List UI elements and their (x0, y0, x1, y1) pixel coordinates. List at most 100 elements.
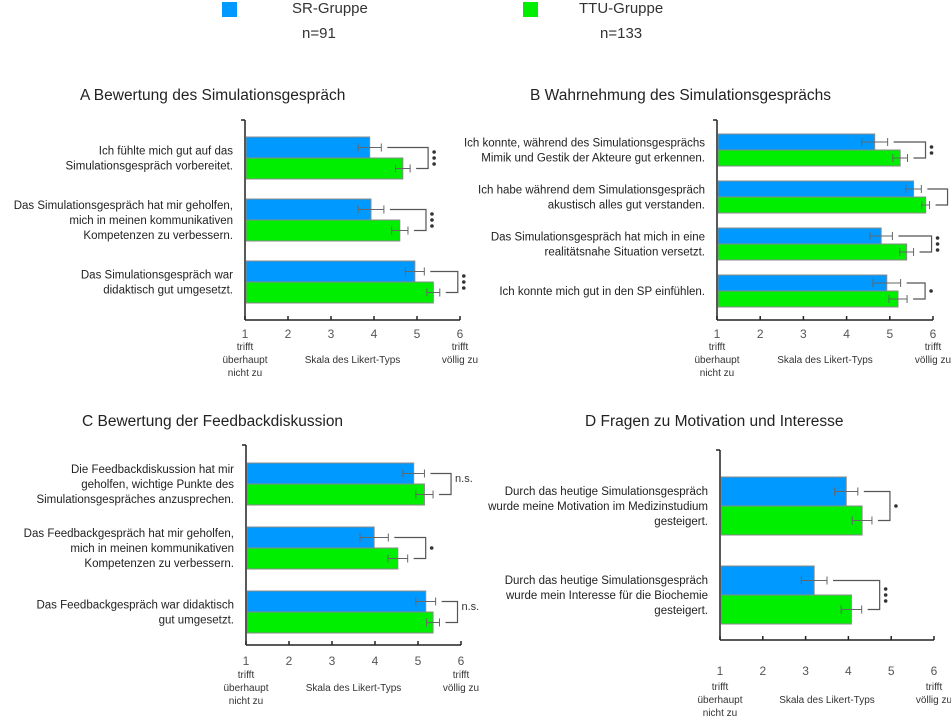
question-label: Das Simulationsgespräch hat mir geholfen… (14, 200, 233, 212)
bar-group (245, 198, 434, 242)
scale-anchor-low: überhaupt (222, 355, 267, 366)
question-label: Simulationsgespräches anzusprechen. (36, 494, 234, 506)
bar-group (246, 526, 434, 570)
panel-c: C Bewertung der Feedbackdiskussion 1 2 3 4 5 6… (24, 413, 480, 707)
question-label: Ich konnte mich gut in den SP einfühlen. (499, 286, 705, 298)
significance-star (432, 150, 436, 154)
significance-star (430, 224, 434, 228)
scale-anchor-low: überhaupt (697, 695, 742, 706)
bar-sr (720, 476, 847, 507)
x-tick-label: 4 (372, 654, 379, 668)
bar-ttu (720, 594, 852, 625)
x-axis-label: Skala des Likert-Typs (777, 355, 873, 366)
panel-title: C Bewertung der Feedbackdiskussion (82, 413, 343, 430)
significance-label (461, 274, 466, 290)
x-tick-label: 6 (457, 327, 464, 341)
bar-sr (245, 260, 416, 283)
significance-star (461, 286, 466, 290)
question-label: Ich fühlte mich gut auf das (99, 146, 233, 158)
bar-sr (246, 526, 375, 549)
significance-bracket (387, 146, 429, 170)
scale-anchor-low: überhaupt (223, 683, 268, 694)
significance-star (883, 587, 888, 591)
scale-anchor-high: trifft (925, 342, 942, 353)
x-axis-label: Skala des Likert-Typs (306, 683, 402, 694)
bar-group (717, 133, 934, 167)
significance-bracket (863, 490, 891, 522)
significance-bracket (906, 282, 926, 300)
scale-anchor-low: trifft (709, 342, 726, 353)
question-label: akustisch alles gut verstanden. (548, 200, 705, 212)
scale-anchor-low: nicht zu (703, 708, 737, 719)
significance-label (935, 236, 940, 252)
scale-anchor-high: völlig zu (916, 695, 951, 706)
significance-bracket (898, 235, 933, 253)
significance-star (461, 274, 466, 278)
bar-sr (717, 133, 876, 151)
significance-label (432, 150, 436, 166)
question-label: Das Feedbackgespräch war didaktisch (36, 600, 234, 612)
scale-anchor-low: nicht zu (700, 368, 734, 379)
bar-sr (720, 565, 815, 596)
question-label: geholfen, wichtige Punkte des (81, 479, 234, 491)
legend-label-sr: SR-Gruppe (292, 0, 368, 17)
significance-star (432, 162, 436, 166)
panel-d: D Fragen zu Motivation und Interesse 1 2 3 4… (487, 413, 951, 719)
bar-group (720, 565, 888, 625)
bar-sr (245, 136, 371, 159)
question-label: gut umgesetzt. (159, 615, 234, 627)
significance-star (883, 593, 888, 597)
bar-sr (246, 462, 415, 485)
bar-ttu (717, 196, 927, 214)
x-tick-label: 5 (415, 654, 422, 668)
question-label: Kompetenzen zu verbessern. (84, 558, 234, 570)
bar-ttu (717, 243, 908, 261)
bar-sr (245, 198, 372, 221)
scale-anchor-low: trifft (238, 670, 255, 681)
question-label: Das Feedbackgespräch hat mir geholfen, (24, 528, 234, 540)
x-tick-label: 3 (329, 654, 336, 668)
x-tick-label: 6 (931, 664, 938, 678)
scale-anchor-high: trifft (452, 342, 469, 353)
scale-anchor-low: nicht zu (228, 368, 262, 379)
significance-star (883, 599, 888, 603)
scale-anchor-low: überhaupt (694, 355, 739, 366)
question-label: didaktisch gut umgesetzt. (103, 285, 233, 297)
question-label: mich in meinen kommunikativen (69, 215, 233, 227)
question-label: wurde mein Interesse für die Biochemie (505, 590, 708, 602)
panel-title: D Fragen zu Motivation und Interesse (585, 413, 843, 430)
panel-title: A Bewertung des Simulationsgespräch (80, 87, 345, 104)
significance-star (894, 504, 898, 508)
x-tick-label: 2 (759, 664, 766, 678)
bar-ttu (245, 157, 404, 180)
x-tick-label: 3 (802, 664, 809, 678)
bar-group: n.s. (246, 590, 479, 634)
legend-n-ttu: n=133 (600, 25, 643, 42)
question-label: Mimik und Gestik der Akteure gut erkenne… (481, 153, 705, 165)
scale-anchor-high: trifft (926, 682, 943, 693)
significance-star (461, 280, 466, 284)
scale-anchor-low: trifft (237, 342, 254, 353)
significance-star (929, 145, 934, 149)
significance-label (894, 504, 898, 508)
significance-star (935, 248, 940, 252)
x-tick-label: 4 (845, 664, 852, 678)
bar-sr (717, 274, 888, 292)
significance-bracket (927, 188, 949, 206)
legend-swatch-ttu (523, 2, 538, 17)
bar-group (720, 476, 898, 536)
bar-group (717, 180, 949, 214)
x-tick-label: 1 (717, 664, 724, 678)
legend-swatch-sr (222, 2, 237, 17)
x-tick-label: 5 (888, 664, 895, 678)
significance-bracket (893, 141, 927, 159)
x-tick-label: 6 (930, 327, 937, 341)
bar-ttu (717, 149, 901, 167)
panel-b: B Wahrnehmung des Simulationsgesprächs 1 2… (464, 87, 951, 379)
question-label: Das Simulationsgespräch war (81, 270, 233, 282)
question-label: Durch das heutige Simulationsgespräch (505, 575, 708, 587)
x-tick-label: 2 (285, 327, 292, 341)
bar-group (717, 274, 933, 308)
significance-label (883, 587, 888, 603)
significance-star (935, 236, 940, 240)
